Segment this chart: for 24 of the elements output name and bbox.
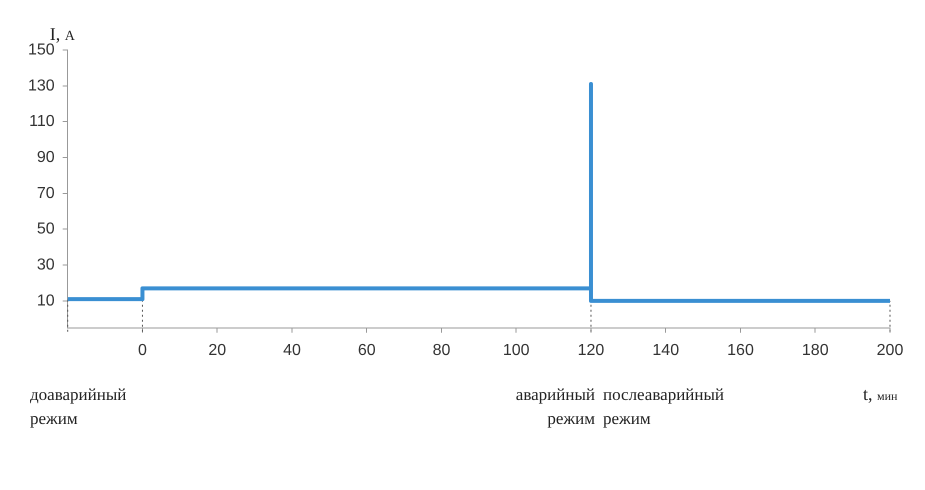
x-tick-label: 180 [802, 342, 829, 359]
x-tick-label: 40 [283, 342, 301, 359]
y-tick-label: 10 [36, 292, 55, 310]
text: послеаварийный режим [603, 384, 724, 428]
y-tick-label: 110 [29, 113, 55, 130]
x-tick-label: 0 [138, 342, 147, 359]
x-tick-label: 120 [578, 342, 604, 359]
y-tick-label: 30 [36, 256, 55, 274]
x-tick-label: 80 [432, 342, 450, 359]
y-tick-label: 130 [28, 77, 55, 94]
x-tick-label: 100 [502, 342, 530, 359]
text: доаварийный режим [30, 384, 126, 428]
y-axis-title: I, А [50, 24, 76, 44]
y-tick-label: 150 [28, 41, 55, 58]
x-tick-label: 140 [652, 342, 680, 359]
y-tick-label: 70 [36, 184, 55, 202]
x-tick-label: 20 [208, 342, 226, 359]
x-tick-label: 200 [876, 342, 904, 359]
x-tick-label: 60 [358, 342, 376, 359]
text: аварийный режим [516, 384, 596, 428]
x-axis-title: t, мин [863, 384, 898, 404]
y-tick-label: 90 [36, 148, 55, 166]
y-tick-label: 50 [36, 220, 55, 238]
x-tick-label: 160 [727, 342, 754, 359]
